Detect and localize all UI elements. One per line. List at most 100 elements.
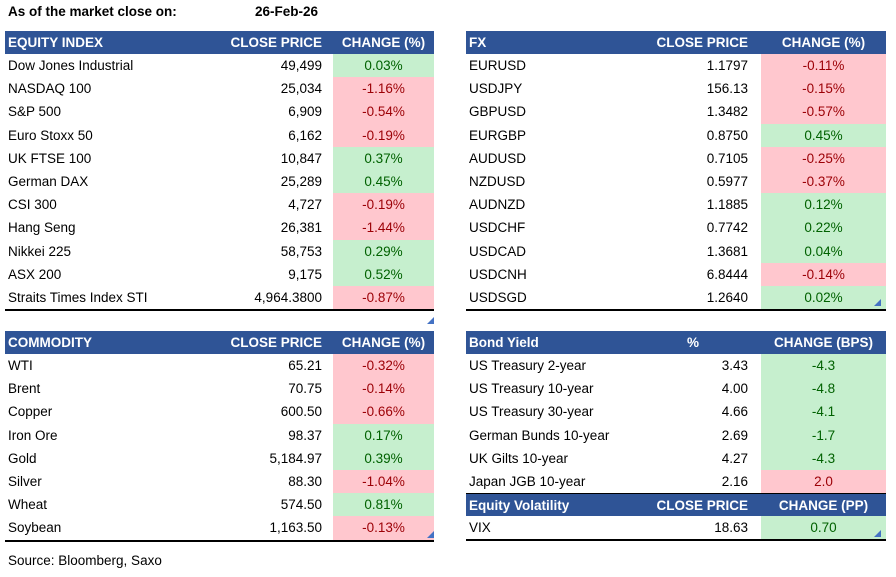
close-price-value: 25,034 [280, 81, 322, 97]
change-value: -0.19% [333, 193, 434, 217]
table-row: WTI 65.21 -0.32% [5, 354, 434, 378]
table-row: USDCNH 6.8444 -0.14% [466, 262, 886, 286]
instrument-name: WTI [8, 358, 33, 374]
table-row: USDJPY 156.13 -0.15% [466, 77, 886, 101]
table-resize-handle[interactable] [427, 531, 434, 538]
instrument-name: Wheat [8, 497, 48, 513]
close-price-value: 4.00 [721, 381, 748, 397]
table-row: UK Gilts 10-year 4.27 -4.3 [466, 446, 886, 470]
instrument-name: EURUSD [469, 58, 527, 74]
as-of-date: 26-Feb-26 [255, 4, 319, 19]
instrument-name: Hang Seng [8, 220, 76, 236]
close-price-value: 0.8750 [706, 127, 748, 143]
bond-yield-rows: US Treasury 2-year 3.43 -4.3 US Treasury 10… [466, 354, 886, 494]
table-row: USDSGD 1.2640 0.02% [466, 285, 886, 310]
instrument-name: EURGBP [469, 127, 527, 143]
instrument-name: USDCNH [469, 266, 527, 282]
close-price-value: 4.66 [721, 404, 748, 420]
equity-index-table: EQUITY INDEX CLOSE PRICE CHANGE (%) Dow … [5, 31, 434, 312]
table-row: US Treasury 30-year 4.66 -4.1 [466, 400, 886, 424]
instrument-name: Gold [8, 450, 37, 466]
instrument-name: USDSGD [469, 289, 527, 305]
equity-index-rows: Dow Jones Industrial 49,499 0.03% NASDAQ 10… [5, 54, 434, 310]
close-price-column-header: CLOSE PRICE [230, 35, 322, 50]
close-price-value: 49,499 [280, 58, 322, 74]
change-value: 0.17% [333, 423, 434, 447]
instrument-name: Dow Jones Industrial [8, 58, 134, 74]
table-row: NASDAQ 100 25,034 -1.16% [5, 77, 434, 101]
close-price-value: 4,964.3800 [254, 289, 322, 305]
change-value: -0.25% [761, 146, 886, 170]
change-value: -0.11% [761, 54, 886, 78]
instrument-name: USDCAD [469, 243, 527, 259]
close-price-value: 6,909 [288, 104, 322, 120]
close-price-value: 26,381 [280, 220, 322, 236]
table-resize-handle[interactable] [427, 317, 434, 324]
close-price-value: 156.13 [706, 81, 748, 97]
commodity-table: COMMODITY CLOSE PRICE CHANGE (%) WTI 65.2… [5, 331, 434, 542]
close-price-value: 6.8444 [706, 266, 748, 282]
table-row: Dow Jones Industrial 49,499 0.03% [5, 54, 434, 78]
table-row: Straits Times Index STI 4,964.3800 -0.87% [5, 285, 434, 310]
change-value: -1.44% [333, 216, 434, 240]
change-pp-column-header: CHANGE (PP) [778, 497, 869, 513]
close-price-value: 70.75 [288, 381, 322, 397]
instrument-name: Soybean [8, 520, 62, 536]
instrument-name: US Treasury 30-year [469, 404, 594, 420]
table-row: US Treasury 2-year 3.43 -4.3 [466, 354, 886, 378]
close-price-value: 600.50 [280, 404, 322, 420]
close-price-value: 1.3482 [706, 104, 748, 120]
table-row: CSI 300 4,727 -0.19% [5, 193, 434, 217]
commodity-rows: WTI 65.21 -0.32% Brent 70.75 -0.14% Copper 600.… [5, 354, 434, 540]
change-value: 0.02% [761, 285, 886, 310]
close-price-value: 58,753 [280, 243, 322, 259]
instrument-name: US Treasury 10-year [469, 381, 594, 397]
change-value: -0.66% [333, 400, 434, 424]
change-value: 0.39% [333, 446, 434, 470]
change-value: 2.0 [761, 469, 886, 494]
table-row: UK FTSE 100 10,847 0.37% [5, 146, 434, 170]
table-row: ASX 200 9,175 0.52% [5, 262, 434, 286]
instrument-name: NASDAQ 100 [8, 81, 92, 97]
change-value: 0.29% [333, 239, 434, 263]
close-price-value: 3.43 [721, 358, 748, 374]
change-value: -4.3 [761, 354, 886, 378]
instrument-name: AUDNZD [469, 197, 526, 213]
instrument-name: S&P 500 [8, 104, 62, 120]
table-row: Brent 70.75 -0.14% [5, 377, 434, 401]
table-row: German DAX 25,289 0.45% [5, 169, 434, 194]
close-price-column-header: CLOSE PRICE [656, 497, 748, 513]
close-price-value: 9,175 [288, 266, 322, 282]
table-resize-handle[interactable] [874, 299, 881, 306]
instrument-name: UK FTSE 100 [8, 150, 92, 166]
commodity-header: COMMODITY CLOSE PRICE CHANGE (%) [5, 331, 434, 354]
close-price-value: 1.3681 [706, 243, 748, 259]
table-resize-handle[interactable] [874, 530, 881, 537]
instrument-name: USDJPY [469, 81, 523, 97]
table-row: Euro Stoxx 50 6,162 -0.19% [5, 123, 434, 147]
change-value: 0.45% [761, 123, 886, 147]
change-value: -0.32% [333, 354, 434, 378]
close-price-value: 1.1885 [706, 197, 748, 213]
close-price-value: 4,727 [288, 197, 322, 213]
change-value: 0.52% [333, 262, 434, 286]
table-row: EURUSD 1.1797 -0.11% [466, 54, 886, 78]
instrument-name: VIX [469, 520, 491, 536]
change-bps-column-header: CHANGE (BPS) [773, 335, 873, 350]
instrument-name: UK Gilts 10-year [469, 450, 569, 466]
change-value: -1.16% [333, 77, 434, 101]
close-price-value: 98.37 [288, 427, 322, 443]
change-value: -0.14% [333, 377, 434, 401]
table-row: USDCAD 1.3681 0.04% [466, 239, 886, 263]
change-value: 0.81% [333, 493, 434, 517]
close-price-column-header: CLOSE PRICE [656, 35, 748, 50]
close-price-value: 5,184.97 [269, 450, 322, 466]
change-value: -1.7 [761, 423, 886, 447]
table-row: Nikkei 225 58,753 0.29% [5, 239, 434, 263]
instrument-name: CSI 300 [8, 197, 57, 213]
bond-yield-table: Bond Yield % CHANGE (BPS) US Treasury 2-… [466, 331, 886, 542]
change-value: 0.04% [761, 239, 886, 263]
table-row: Copper 600.50 -0.66% [5, 400, 434, 424]
change-value: -4.8 [761, 377, 886, 401]
table-row: Iron Ore 98.37 0.17% [5, 423, 434, 447]
